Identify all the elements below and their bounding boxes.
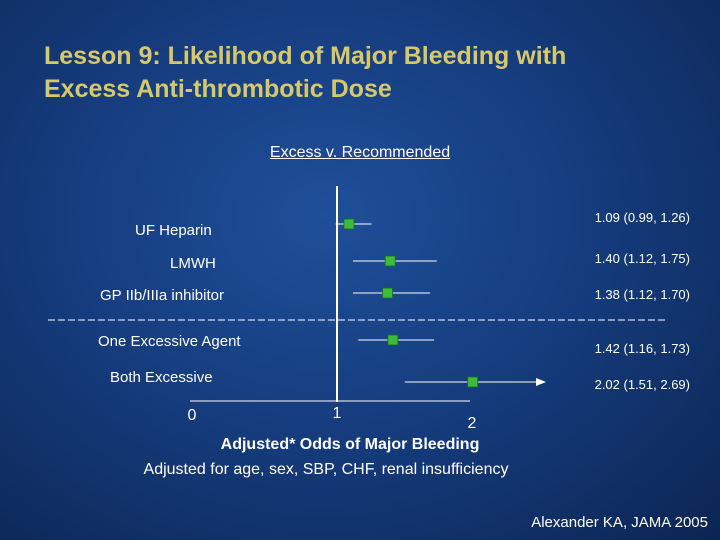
chart-footnote: Adjusted for age, sex, SBP, CHF, renal i… [143,461,509,478]
slide-title: Lesson 9: Likelihood of Major Bleeding w… [44,40,684,106]
row-label: UF Heparin [135,222,212,239]
ci-label: 1.42 (1.16, 1.73) [595,341,690,356]
ci-label: 1.38 (1.12, 1.70) [595,287,690,302]
point-estimate [387,334,399,346]
row-label: Both Excessive [110,369,213,386]
title-line-1: Lesson 9: Likelihood of Major Bleeding w… [44,42,567,70]
point-estimate [382,287,393,299]
row-label: One Excessive Agent [98,333,241,350]
point-estimate [343,218,355,230]
point-estimate [467,376,479,388]
ci-label: 1.09 (0.99, 1.26) [595,210,690,225]
row-label: LMWH [170,255,216,272]
title-line-2: Excess Anti-thrombotic Dose [44,75,392,103]
x-tick-label: 1 [333,405,342,422]
x-axis-label: Adjusted* Odds of Major Bleeding [220,436,480,453]
source-citation: Alexander KA, JAMA 2005 [531,514,708,531]
ci-label: 2.02 (1.51, 2.69) [595,377,690,392]
x-tick-label: 0 [188,407,197,424]
x-tick-label: 2 [468,415,477,432]
point-estimate [384,255,396,267]
row-label: GP IIb/IIIa inhibitor [100,287,224,304]
chart-title: Excess v. Recommended [269,144,451,161]
ci-label: 1.40 (1.12, 1.75) [595,251,690,266]
